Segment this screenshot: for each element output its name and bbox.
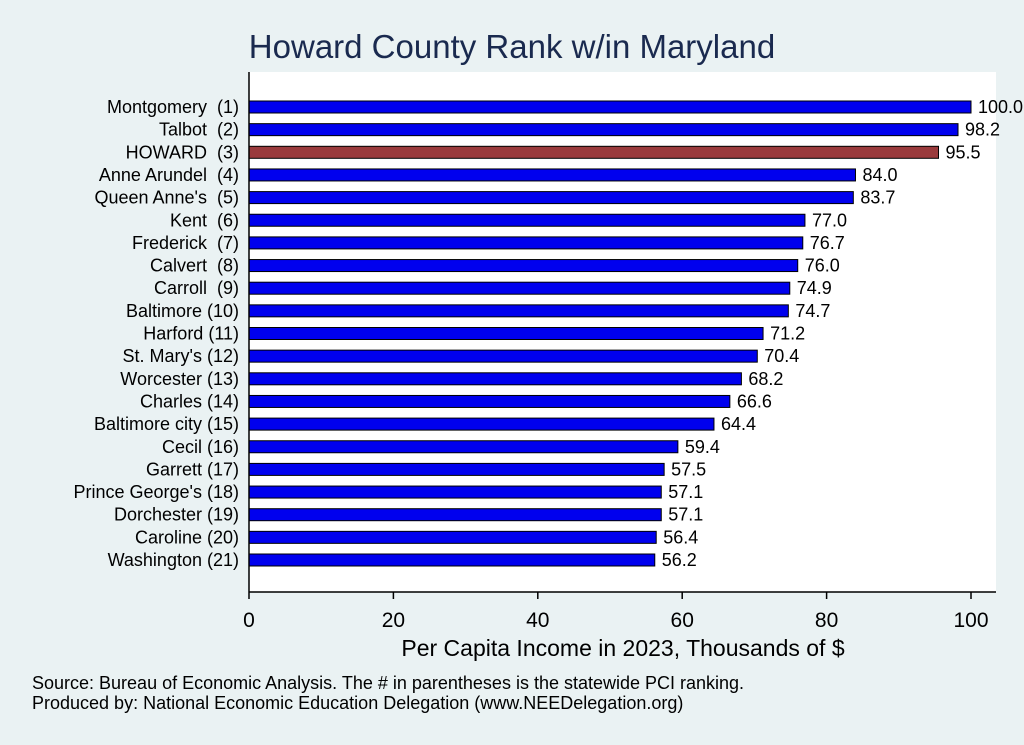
bar-11 <box>248 349 758 363</box>
value-label: 76.7 <box>810 233 845 253</box>
category-label: Dorchester (19) <box>114 505 239 525</box>
bar-10 <box>248 327 764 340</box>
x-tick-label: 80 <box>815 609 838 632</box>
value-label: 77.0 <box>812 210 847 230</box>
value-label: 57.5 <box>671 459 706 479</box>
category-label: Garrett (17) <box>146 459 239 479</box>
category-label: Caroline (20) <box>135 527 239 547</box>
bar-3 <box>248 168 856 182</box>
value-label: 74.7 <box>795 301 830 321</box>
category-label: Charles (14) <box>140 391 239 411</box>
value-label: 59.4 <box>685 437 720 457</box>
x-tick-label: 40 <box>526 609 549 632</box>
value-label: 100.0 <box>978 97 1023 117</box>
value-label: 98.2 <box>965 120 1000 140</box>
value-label: 95.5 <box>946 142 981 162</box>
x-tick-label: 100 <box>953 609 988 632</box>
bar-9 <box>248 304 789 318</box>
category-label: Montgomery (1) <box>107 97 239 117</box>
bar-17 <box>248 485 662 499</box>
value-label: 74.9 <box>797 278 832 298</box>
category-label: Kent (6) <box>170 210 239 230</box>
category-label: Cecil (16) <box>162 437 239 457</box>
source-note: Source: Bureau of Economic Analysis. The… <box>32 673 744 693</box>
producer-note: Produced by: National Economic Education… <box>32 693 683 713</box>
value-label: 57.1 <box>668 505 703 525</box>
value-label: 56.2 <box>662 550 697 570</box>
x-axis-title: Per Capita Income in 2023, Thousands of … <box>401 635 844 661</box>
bar-18 <box>248 508 662 522</box>
category-label: Anne Arundel (4) <box>99 165 239 185</box>
category-label: Queen Anne's (5) <box>94 188 239 208</box>
category-label: Harford (11) <box>143 324 239 344</box>
x-tick-label: 0 <box>243 609 255 632</box>
bar-14 <box>248 417 715 431</box>
value-label: 68.2 <box>748 369 783 389</box>
bar-8 <box>248 281 791 295</box>
value-label: 76.0 <box>805 256 840 276</box>
bar-13 <box>248 394 731 408</box>
category-label: Carroll (9) <box>154 278 239 298</box>
bar-19 <box>248 530 657 544</box>
x-axis-ticks: 0 20 40 60 80 100 <box>243 592 989 632</box>
bar-15 <box>248 440 679 454</box>
chart-title: Howard County Rank w/in Maryland <box>249 28 775 65</box>
x-tick-label: 60 <box>671 609 694 632</box>
category-label: Frederick (7) <box>132 233 239 253</box>
bar-7 <box>248 259 799 273</box>
value-label: 71.2 <box>770 324 805 344</box>
x-tick-label: 20 <box>382 609 405 632</box>
category-label: Calvert (8) <box>150 256 239 276</box>
value-label: 64.4 <box>721 414 756 434</box>
category-label: Talbot (2) <box>159 120 239 140</box>
category-label: Prince George's (18) <box>73 482 239 502</box>
value-label: 84.0 <box>862 165 897 185</box>
category-label: St. Mary's (12) <box>123 346 239 366</box>
bar-6 <box>248 236 804 250</box>
bar-5 <box>248 213 806 227</box>
bar-20 <box>248 553 656 567</box>
value-label: 56.4 <box>663 527 698 547</box>
category-label: Baltimore (10) <box>126 301 239 321</box>
bar-16 <box>248 462 665 476</box>
value-label: 57.1 <box>668 482 703 502</box>
category-label: Worcester (13) <box>120 369 239 389</box>
bar-12 <box>248 372 742 386</box>
value-label: 70.4 <box>764 346 799 366</box>
bar-1 <box>248 123 959 137</box>
bar-2 <box>248 145 940 159</box>
category-label: HOWARD (3) <box>126 142 239 162</box>
bar-0 <box>248 100 972 114</box>
category-label: Washington (21) <box>108 550 239 570</box>
value-label: 83.7 <box>860 188 895 208</box>
bar-4 <box>248 191 854 205</box>
value-label: 66.6 <box>737 391 772 411</box>
bars: 100.0 Montgomery (1) 98.2 Talbot (2) 95.5 HOW… <box>73 97 1023 570</box>
category-label: Baltimore city (15) <box>94 414 239 434</box>
